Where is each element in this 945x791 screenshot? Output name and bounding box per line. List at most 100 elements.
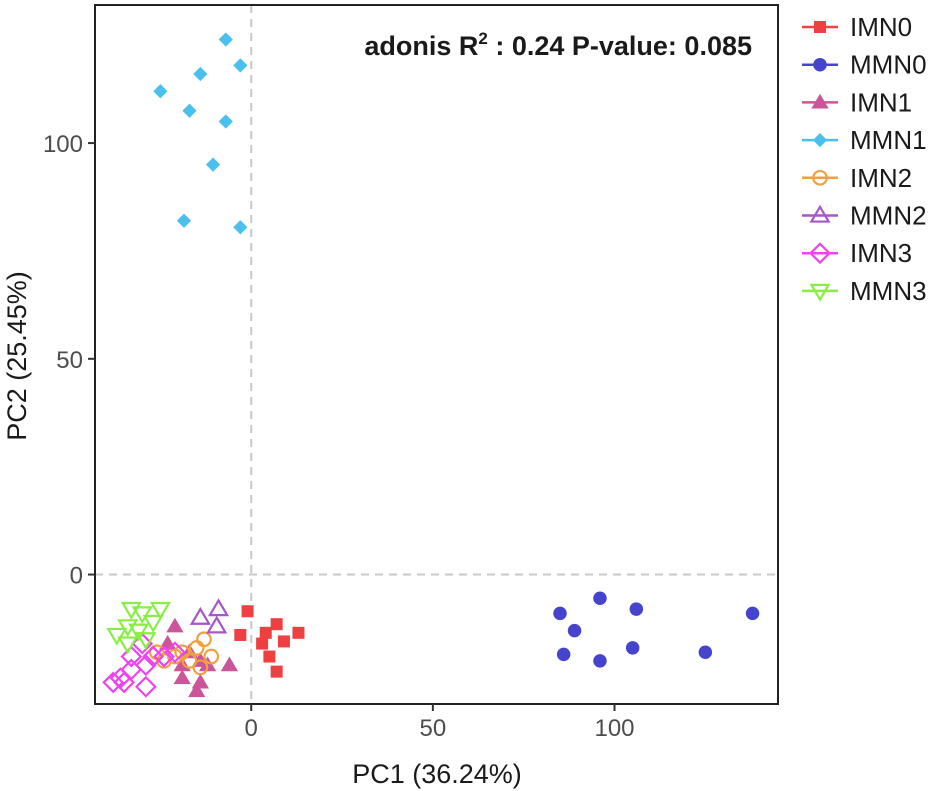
data-point-mmn1: [153, 84, 168, 99]
x-tick-label: 100: [594, 715, 634, 742]
data-point-imn2: [203, 648, 220, 665]
legend-label: IMN1: [850, 87, 912, 117]
legend-key-marker: [812, 132, 828, 148]
data-point-imn1: [173, 669, 191, 685]
legend-key-marker: [809, 242, 831, 265]
series-mmn0: [553, 591, 760, 668]
data-point-imn0: [256, 637, 269, 650]
legend-item-mmn0: MMN0: [802, 50, 927, 80]
data-point-mmn0: [745, 606, 760, 621]
legend-label: IMN0: [850, 12, 912, 42]
data-point-imn3: [102, 671, 125, 694]
legend-label: IMN3: [850, 238, 912, 268]
legend-item-imn1: IMN1: [802, 87, 912, 117]
legend-key-marker: [809, 204, 831, 223]
data-point-mmn3: [128, 623, 150, 642]
x-tick-label: 50: [420, 715, 447, 742]
data-point-mmn2: [189, 606, 211, 625]
legend: IMN0 MMN0 IMN1 MMN1 IMN2 MMN2 IMN3 MMN3: [802, 12, 927, 306]
x-axis-title: PC1 (36.24%): [352, 759, 522, 789]
legend-item-mmn3: MMN3: [802, 276, 927, 306]
data-point-mmn3: [106, 627, 128, 646]
plot-panel-border: [94, 4, 779, 705]
series-imn0: [234, 605, 305, 678]
data-point-imn2: [192, 659, 209, 676]
data-point-imn0: [234, 628, 247, 641]
data-point-imn3: [153, 645, 175, 668]
series-mmn2: [189, 598, 230, 634]
data-point-imn3: [134, 654, 157, 677]
data-point-mmn2: [207, 598, 230, 617]
data-point-mmn2: [206, 615, 228, 634]
annotation-superscript: 2: [478, 29, 487, 48]
data-point-mmn0: [625, 641, 640, 655]
y-axis-title: PC2 (25.45%): [2, 271, 32, 441]
data-point-mmn1: [205, 157, 221, 172]
data-point-mmn0: [567, 623, 582, 638]
legend-label: IMN2: [850, 163, 912, 193]
data-point-mmn3: [117, 636, 139, 655]
data-point-imn2: [188, 640, 205, 656]
series-imn3: [102, 632, 186, 698]
data-point-mmn1: [193, 66, 208, 82]
adonis-annotation: adonis R2 : 0.24 P-value: 0.085: [364, 29, 752, 61]
data-point-mmn0: [553, 606, 567, 621]
annotation-suffix: : 0.24 P-value: 0.085: [488, 31, 752, 61]
data-point-imn0: [270, 618, 283, 631]
series-mmn3: [106, 601, 171, 655]
data-point-imn1: [220, 656, 239, 672]
data-point-imn3: [120, 645, 143, 668]
data-point-imn0: [241, 605, 254, 618]
legend-label: MMN1: [850, 125, 927, 155]
data-point-imn0: [259, 626, 272, 639]
data-point-imn1: [166, 617, 184, 633]
y-tick-label: 50: [56, 347, 83, 374]
legend-key-marker: [814, 21, 826, 33]
legend-key-marker: [813, 57, 827, 72]
data-point-mmn1: [218, 114, 233, 129]
legend-label: MMN0: [850, 50, 927, 80]
legend-item-mmn2: MMN2: [802, 201, 927, 231]
data-point-imn0: [263, 650, 276, 663]
legend-key-marker: [812, 169, 828, 186]
legend-item-imn2: IMN2: [802, 163, 912, 193]
legend-label: MMN2: [850, 201, 927, 231]
series-imn2: [148, 631, 220, 676]
data-point-mmn3: [149, 601, 171, 620]
data-point-mmn3: [142, 614, 164, 633]
x-tick-label: 0: [245, 715, 258, 742]
legend-label: MMN3: [850, 276, 927, 306]
legend-key-marker: [811, 93, 829, 109]
data-point-mmn0: [556, 647, 571, 662]
data-point-imn0: [270, 665, 283, 678]
y-tick-label: 0: [70, 563, 83, 590]
data-point-imn3: [134, 675, 157, 698]
y-tick-label: 100: [43, 131, 83, 158]
series-mmn1: [153, 32, 248, 235]
data-point-mmn0: [593, 654, 607, 668]
data-point-imn3: [131, 632, 154, 655]
data-point-imn1: [191, 673, 209, 689]
data-point-mmn1: [182, 103, 197, 118]
data-point-mmn0: [593, 591, 607, 606]
data-point-imn3: [113, 671, 135, 694]
legend-item-mmn1: MMN1: [802, 125, 927, 155]
annotation-prefix: adonis R: [364, 31, 478, 61]
legend-item-imn0: IMN0: [802, 12, 912, 42]
data-point-mmn0: [629, 602, 644, 616]
data-point-mmn0: [698, 645, 713, 659]
data-point-imn3: [163, 641, 186, 664]
data-point-mmn1: [233, 58, 248, 73]
data-point-imn1: [188, 682, 206, 698]
legend-item-imn3: IMN3: [802, 238, 912, 268]
data-point-mmn1: [233, 220, 248, 235]
data-point-mmn1: [218, 32, 233, 47]
data-point-mmn1: [176, 213, 192, 228]
data-point-imn0: [277, 635, 290, 648]
legend-key-marker: [809, 283, 831, 302]
data-point-imn2: [196, 631, 212, 648]
data-point-imn1: [198, 656, 217, 672]
data-point-imn0: [292, 626, 305, 639]
data-point-mmn3: [131, 606, 153, 625]
